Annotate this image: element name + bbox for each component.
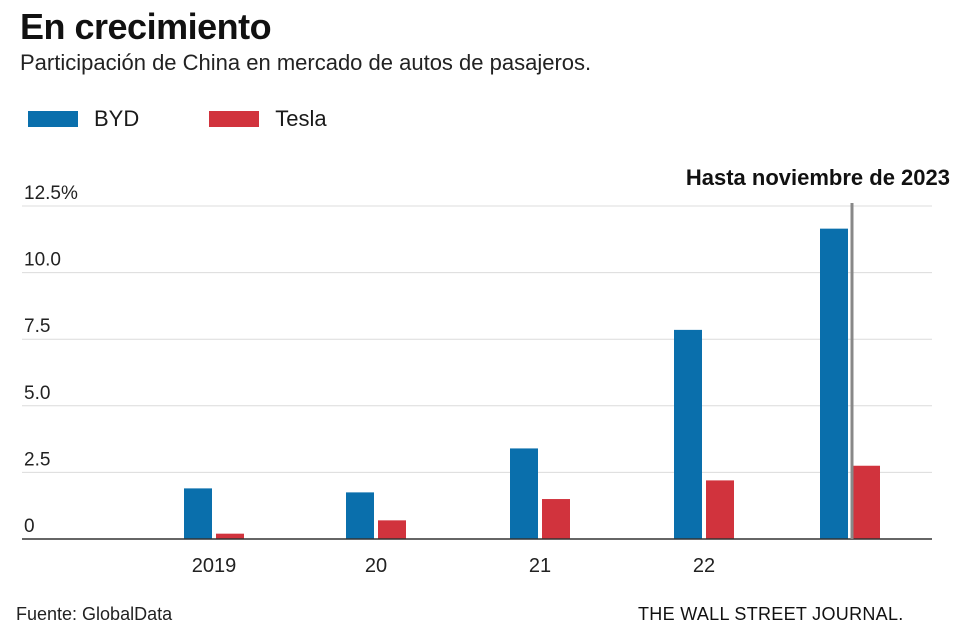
annotation-label: Hasta noviembre de 2023 (686, 165, 950, 190)
legend-item-tesla: Tesla (209, 106, 327, 132)
bar-byd-4 (820, 228, 848, 540)
legend: BYD Tesla (28, 106, 397, 132)
legend-swatch-tesla (209, 111, 260, 127)
bar-tesla-1 (378, 520, 406, 539)
source-note: Fuente: GlobalData (16, 604, 173, 624)
publisher-credit: THE WALL STREET JOURNAL. (638, 604, 904, 624)
x-tick-label: 20 (365, 555, 387, 577)
x-tick-label: 22 (693, 555, 715, 577)
y-tick-label: 12.5% (24, 183, 78, 204)
bar-tesla-3 (706, 480, 734, 539)
x-tick-label: 21 (529, 555, 551, 577)
y-tick-label: 7.5 (24, 316, 50, 337)
bar-byd-1 (346, 492, 374, 539)
bar-tesla-0 (216, 533, 244, 539)
bar-byd-3 (674, 329, 702, 539)
x-tick-label: 2019 (192, 555, 237, 577)
y-tick-label: 10.0 (24, 250, 61, 271)
bar-tesla-2 (542, 499, 570, 539)
legend-item-byd: BYD (28, 106, 139, 132)
bar-byd-0 (184, 488, 212, 539)
y-tick-label: 5.0 (24, 383, 50, 404)
bar-tesla-4 (852, 465, 880, 539)
chart-title: En crecimiento (20, 6, 272, 47)
legend-label-tesla: Tesla (275, 106, 327, 131)
legend-label-byd: BYD (94, 106, 140, 131)
y-tick-label: 2.5 (24, 449, 50, 470)
legend-swatch-byd (28, 111, 78, 127)
chart-subtitle: Participación de China en mercado de aut… (20, 50, 592, 75)
y-tick-label: 0 (24, 516, 35, 537)
bar-byd-2 (510, 448, 538, 539)
